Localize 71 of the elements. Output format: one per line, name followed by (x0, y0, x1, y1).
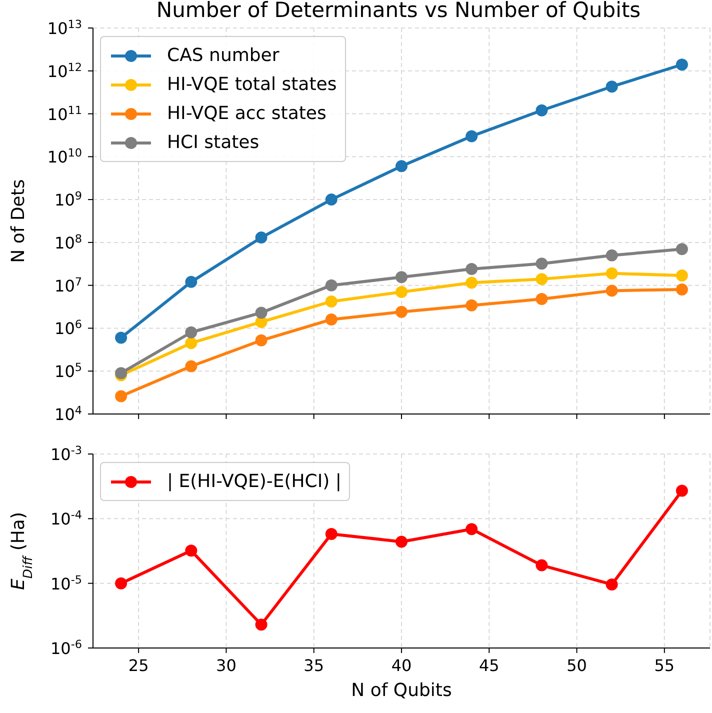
point (676, 243, 688, 256)
point (396, 160, 408, 172)
x-tick-label: 50 (566, 656, 587, 675)
point (325, 279, 338, 292)
point (606, 267, 618, 280)
point (325, 194, 338, 206)
y-tick-label: 10$^{-4}$ (50, 508, 82, 529)
legend-label: | E(HI-VQE)-E(HCI) | (167, 471, 342, 492)
y-tick-label: 10$^{11}$ (47, 103, 82, 124)
point (255, 334, 268, 346)
point (606, 284, 618, 297)
point (115, 390, 128, 402)
point (466, 276, 478, 289)
point (255, 618, 268, 631)
x-axis-title: N of Qubits (351, 680, 452, 701)
point (536, 273, 548, 286)
point (536, 293, 548, 306)
point (676, 58, 688, 71)
y-tick-label: 10$^{13}$ (47, 18, 82, 38)
point (185, 360, 198, 372)
point (536, 104, 548, 116)
point (185, 276, 198, 288)
point (676, 269, 688, 282)
point (396, 271, 408, 284)
x-tick-label: 30 (216, 656, 236, 675)
legend-label: HCI states (167, 132, 260, 153)
point (466, 263, 478, 276)
point (536, 559, 548, 572)
point (606, 249, 618, 262)
y-tick-label: 10$^{10}$ (47, 146, 82, 167)
point (606, 80, 618, 93)
y-tick-label: 10$^{4}$ (54, 404, 82, 424)
point (676, 484, 688, 497)
point (185, 337, 198, 350)
legend-label: HI-VQE total states (167, 74, 337, 95)
point (325, 313, 338, 326)
point (325, 528, 338, 540)
point (396, 536, 408, 548)
chart-title: Number of Determinants vs Number of Qubits (155, 0, 642, 22)
point (676, 283, 688, 296)
x-tick-label: 45 (478, 656, 500, 675)
point (185, 544, 198, 557)
point (396, 286, 408, 298)
point (115, 332, 128, 344)
x-tick-label: 55 (654, 656, 675, 675)
x-tick-label: 35 (304, 656, 324, 675)
y-tick-label: 10$^{-3}$ (50, 444, 82, 464)
point (255, 232, 268, 244)
y-tick-label: 10$^{6}$ (54, 318, 82, 338)
point (396, 306, 408, 318)
point (466, 130, 478, 142)
legend-label: CAS number (167, 45, 280, 66)
y-axis-title: N of Dets (8, 179, 29, 263)
point (255, 306, 268, 319)
y-tick-label: 10$^{8}$ (54, 232, 82, 252)
point (536, 258, 548, 270)
y-tick-label: 10$^{12}$ (47, 60, 82, 81)
point (466, 523, 478, 536)
point (185, 326, 198, 338)
y-tick-label: 10$^{5}$ (54, 360, 82, 382)
point (325, 295, 338, 308)
legend-label: HI-VQE acc states (167, 103, 326, 124)
point (606, 578, 618, 590)
y-tick-label: 10$^{9}$ (54, 189, 82, 210)
x-tick-label: 25 (128, 656, 149, 675)
y-tick-label: 10$^{-6}$ (50, 638, 82, 658)
point (115, 577, 128, 590)
y-tick-label: 10$^{7}$ (54, 274, 82, 296)
point (466, 299, 478, 312)
y-tick-label: 10$^{-5}$ (50, 572, 82, 594)
x-tick-label: 40 (391, 656, 412, 675)
